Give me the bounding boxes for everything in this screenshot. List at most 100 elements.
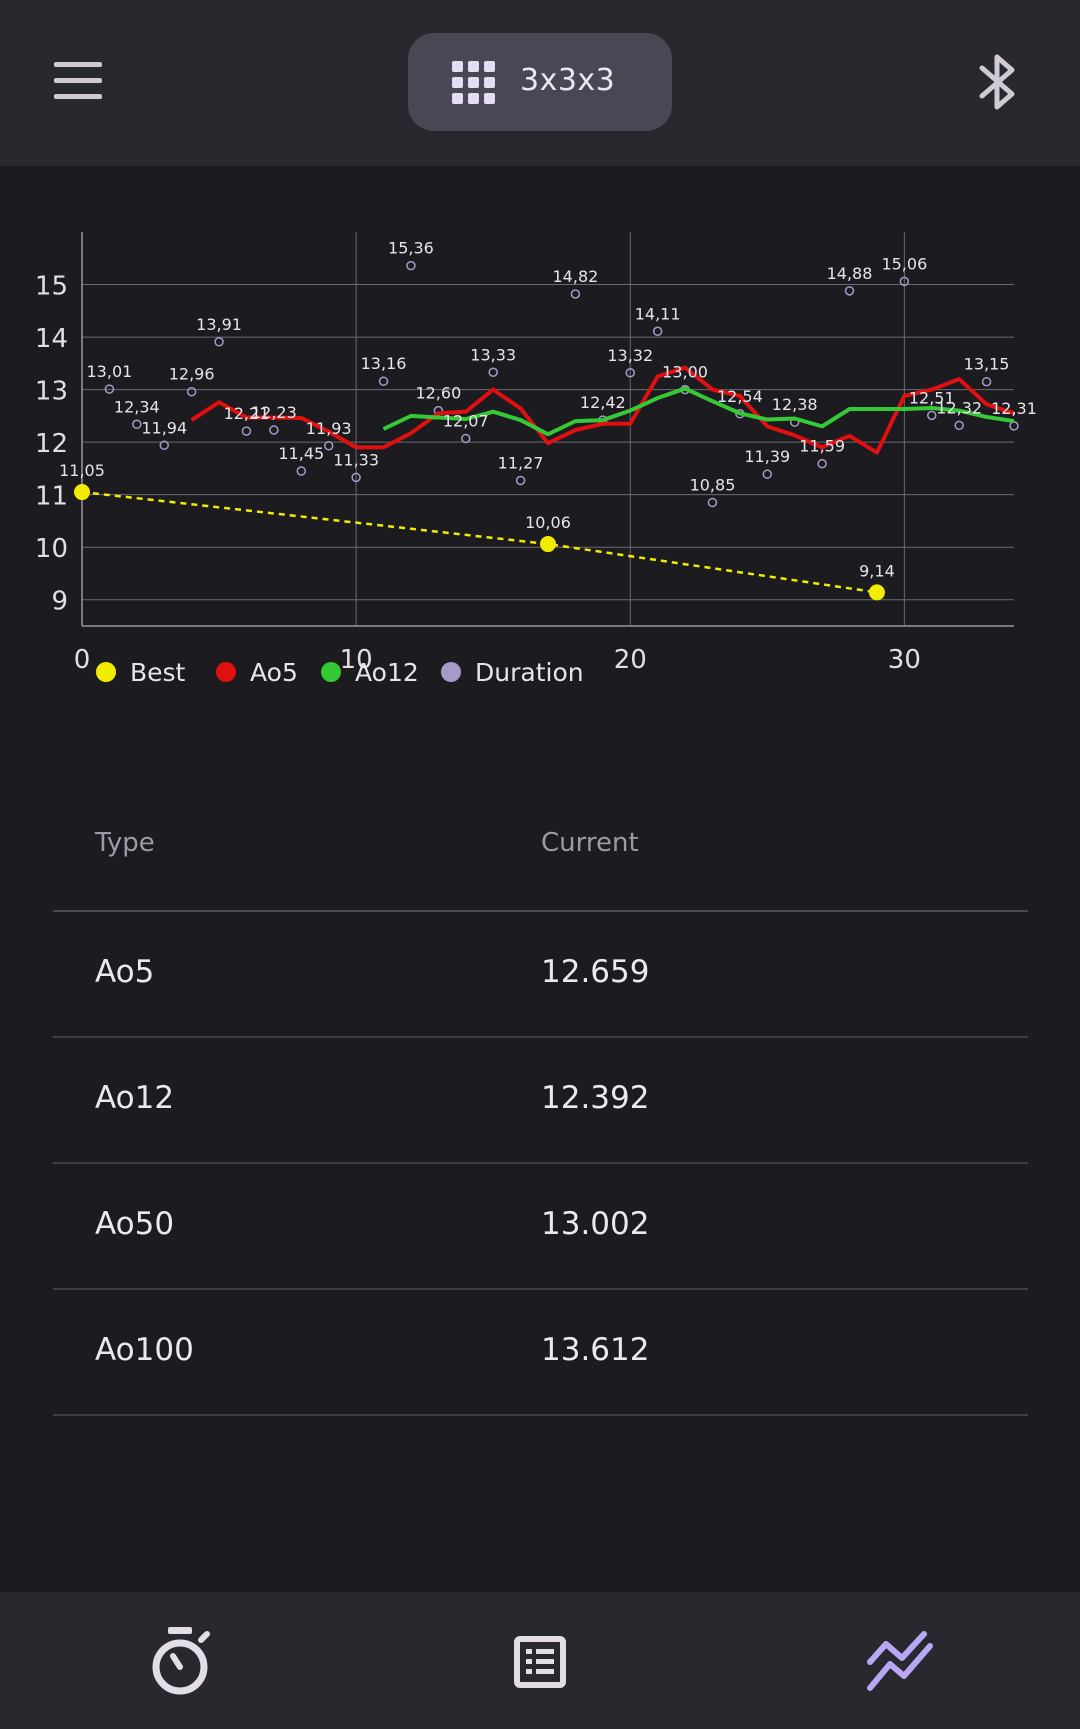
column-header-current: Current (541, 828, 639, 858)
data-label: 12,96 (169, 365, 215, 384)
chart-legend: Best Ao5 Ao12 Duration (96, 658, 584, 687)
duration-point (762, 469, 773, 479)
duration-point (707, 497, 718, 508)
stat-type: Ao5 (95, 954, 155, 990)
data-label: 13,33 (470, 345, 516, 364)
duration-point (378, 376, 389, 386)
data-label: 13,32 (607, 346, 653, 365)
data-label: 12,42 (580, 393, 626, 412)
x-tick-label: 20 (614, 645, 647, 675)
list-icon[interactable] (500, 1622, 580, 1702)
data-label: 13,15 (964, 355, 1010, 374)
stat-current: 13.612 (541, 1332, 650, 1368)
duration-point (104, 384, 115, 394)
y-tick-label: 14 (35, 324, 68, 354)
best-line (81, 490, 878, 594)
table-row: Ao100 13.612 (53, 1290, 1028, 1416)
y-tick-label: 15 (35, 272, 68, 302)
data-label: 9,14 (859, 561, 895, 580)
x-tick-label: 0 (74, 645, 91, 675)
data-label: 12,34 (114, 397, 160, 416)
legend-label: Ao12 (355, 658, 419, 687)
stat-current: 13.002 (541, 1206, 650, 1242)
data-label: 11,45 (278, 444, 324, 463)
data-label: 13,00 (662, 363, 708, 382)
duration-point (1009, 421, 1019, 431)
data-label: 12,32 (936, 398, 982, 417)
data-label: 11,93 (306, 419, 352, 438)
legend-swatch (441, 662, 461, 682)
hamburger-menu-icon[interactable] (54, 62, 102, 100)
duration-point (296, 466, 307, 476)
y-tick-label: 12 (35, 429, 68, 459)
duration-point (186, 386, 197, 397)
x-tick-label: 10 (340, 645, 373, 675)
solve-times-chart: 9 10 11 12 13 14 15 0 10 20 30 11,05 13,01 12,34 11,9… (35, 232, 1037, 687)
data-label: 11,05 (59, 461, 105, 480)
stopwatch-icon[interactable] (140, 1622, 220, 1702)
data-label: 11,59 (799, 437, 845, 456)
data-label: 11,27 (498, 453, 544, 472)
table-row: Ao12 12.392 (53, 1038, 1028, 1164)
data-label: 12,38 (772, 395, 818, 414)
y-tick-label: 9 (51, 587, 68, 617)
y-tick-label: 11 (35, 482, 68, 512)
bottom-navigation (0, 1592, 1080, 1729)
duration-point (981, 376, 992, 387)
data-label: 12,23 (251, 403, 297, 422)
data-label: 12,54 (717, 387, 763, 406)
duration-point (461, 433, 471, 444)
bluetooth-icon[interactable] (976, 52, 1020, 112)
duration-point (406, 260, 416, 271)
duration-point (132, 419, 142, 430)
stat-current: 12.392 (541, 1080, 650, 1116)
data-label: 14,11 (635, 304, 681, 323)
ao5-series (190, 365, 1015, 455)
legend-swatch (216, 662, 236, 682)
best-point (74, 484, 90, 501)
duration-point (159, 440, 169, 451)
data-label: 14,82 (553, 267, 599, 286)
duration-point (817, 458, 827, 469)
data-label: 13,16 (361, 354, 407, 373)
stat-current: 12.659 (541, 954, 650, 990)
duration-point (351, 472, 361, 483)
duration-point (899, 276, 910, 287)
best-series (81, 490, 878, 594)
ao12-line (382, 386, 1015, 437)
top-app-bar: 3x3x3 (0, 0, 1080, 166)
y-tick-label: 10 (35, 534, 68, 564)
data-label: 14,88 (827, 264, 873, 283)
legend-swatch (321, 662, 341, 682)
chart-axes: 9 10 11 12 13 14 15 0 10 20 30 (35, 232, 1014, 675)
duration-point (214, 337, 224, 347)
y-tick-label: 13 (35, 377, 68, 407)
data-label: 11,33 (333, 450, 379, 469)
duration-point (652, 326, 663, 337)
chart-grid (82, 232, 1014, 626)
legend-label: Ao5 (250, 658, 298, 687)
legend-label: Best (130, 658, 186, 687)
data-label: 10,06 (525, 513, 571, 532)
data-label: 13,01 (87, 362, 133, 381)
data-label: 12,60 (415, 384, 461, 403)
chart-icon[interactable] (860, 1622, 940, 1702)
data-label: 10,85 (690, 476, 736, 495)
legend-swatch (96, 662, 116, 682)
duration-point (515, 475, 526, 486)
data-label: 12,21 (224, 404, 270, 423)
best-points (74, 484, 885, 601)
ao12-series (382, 386, 1015, 437)
data-label: 12,51 (909, 388, 955, 407)
duration-point (625, 368, 635, 378)
data-label: 12,07 (443, 411, 489, 430)
ao5-line (190, 365, 1015, 455)
data-label: 15,36 (388, 239, 434, 258)
table-row: Ao5 12.659 (53, 912, 1028, 1038)
puzzle-selector-button[interactable]: 3x3x3 (408, 33, 672, 131)
stat-type: Ao100 (95, 1332, 194, 1368)
stats-table: Type Current Ao5 12.659 Ao12 12.392 Ao50… (53, 800, 1028, 1416)
legend-label: Duration (475, 658, 584, 687)
duration-point (844, 286, 855, 296)
duration-point (488, 367, 498, 378)
